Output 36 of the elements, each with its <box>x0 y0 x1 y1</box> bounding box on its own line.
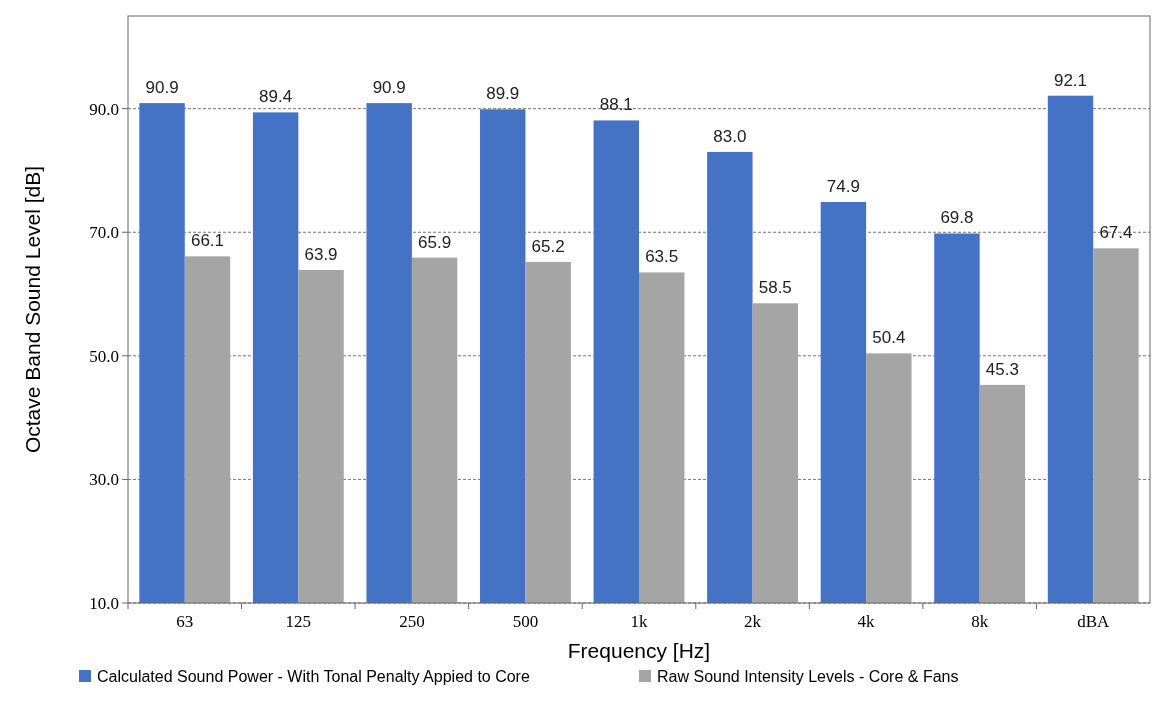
data-label: 63.9 <box>304 244 338 264</box>
data-label: 63.5 <box>645 247 679 267</box>
x-tick-label: 125 <box>285 612 312 631</box>
x-tick-label: 500 <box>512 612 539 631</box>
x-tick-label: 63 <box>176 612 194 631</box>
data-label: 45.3 <box>985 359 1019 379</box>
data-label: 66.1 <box>190 231 225 251</box>
x-tick-label: 4k <box>857 612 876 631</box>
y-tick-label: 30.0 <box>89 470 119 490</box>
data-label: 50.4 <box>872 328 906 348</box>
x-tick-label: 8k <box>971 612 989 631</box>
data-label: 89.9 <box>486 84 520 104</box>
data-label: 89.4 <box>259 87 293 107</box>
x-tick-label: dBA <box>1077 612 1110 631</box>
data-label: 90.9 <box>145 78 179 98</box>
data-label: 67.4 <box>1099 223 1133 243</box>
y-tick-label: 90.0 <box>89 99 119 119</box>
data-label: 65.2 <box>531 236 565 256</box>
x-tick-label: 250 <box>399 612 425 631</box>
data-label: 74.9 <box>826 176 860 196</box>
data-label: 92.1 <box>1053 70 1088 90</box>
data-label: 69.8 <box>940 208 974 228</box>
x-tick-label: 1k <box>630 612 648 631</box>
x-tick-label: 2k <box>744 612 762 631</box>
legend-label: Calculated Sound Power - With Tonal Penalty Appied to Core <box>97 667 530 685</box>
data-label: 83.0 <box>713 126 747 146</box>
y-tick-label: 50.0 <box>89 346 119 366</box>
data-label: 88.1 <box>599 95 633 115</box>
y-tick-label: 10.0 <box>89 593 119 613</box>
legend-label: Raw Sound Intensity Levels - Core & Fans <box>657 667 959 685</box>
data-label: 90.9 <box>372 78 406 98</box>
y-tick-label: 70.0 <box>89 223 119 243</box>
data-label: 58.5 <box>758 278 792 298</box>
y-axis-title: Octave Band Sound Level [dB] <box>21 165 44 454</box>
x-axis-title: Frequency [Hz] <box>567 639 711 662</box>
data-label: 65.9 <box>418 232 452 252</box>
